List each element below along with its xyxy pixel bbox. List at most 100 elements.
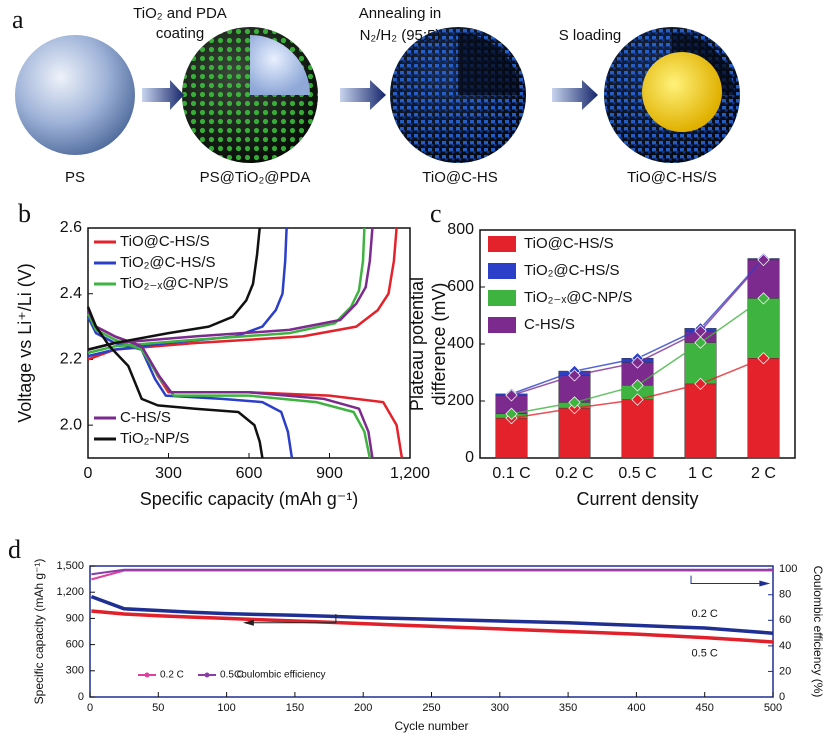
y-tick-label: 0: [465, 449, 474, 466]
x-axis-label: Cycle number: [394, 719, 468, 733]
x-tick-label: 250: [422, 702, 440, 714]
y2-tick-label: 20: [779, 665, 791, 677]
data-line: [91, 609, 774, 644]
marker: [631, 393, 644, 406]
data-line: [91, 568, 773, 576]
x-tick-label: 1 C: [688, 465, 713, 482]
legend-label: C-HS/S: [120, 409, 171, 426]
y2-tick-label: 80: [779, 589, 791, 601]
marker: [757, 352, 770, 365]
legend-marker: [204, 672, 210, 678]
y-tick-label: 2.6: [60, 219, 82, 236]
legend-label: 0.5 C: [220, 670, 244, 681]
step-label: N₂/H₂ (95:5): [360, 27, 441, 44]
y-axis-label: difference (mV): [429, 283, 449, 406]
marker: [631, 356, 644, 369]
x-tick-label: 450: [696, 702, 714, 714]
bar: [747, 358, 780, 459]
x-tick-label: 300: [491, 702, 509, 714]
data-line: [86, 227, 374, 459]
marker: [631, 379, 644, 392]
y-tick-label: 600: [66, 639, 84, 651]
legend-swatch: [488, 290, 516, 306]
panel-label: a: [12, 5, 24, 34]
data-line: [86, 227, 264, 459]
series-annotation: 0.2 C: [692, 608, 718, 620]
marker: [505, 407, 518, 420]
legend-label: TiO₂@C-HS/S: [120, 254, 216, 271]
y-tick-label: 400: [447, 335, 474, 352]
legend-marker: [144, 672, 150, 678]
legend-swatch: [488, 236, 516, 252]
legend-label: TiO₂₋ₓ@C-NP/S: [524, 289, 632, 306]
y-tick-label: 2.0: [60, 416, 82, 433]
bar: [558, 407, 591, 459]
y2-axis-label: Coulombic efficiency (%): [811, 566, 825, 698]
stage-label: TiO@C-HS/S: [627, 169, 717, 186]
bar: [621, 399, 654, 459]
bar: [684, 383, 717, 459]
x-tick-label: 2 C: [751, 465, 776, 482]
legend-swatch: [488, 317, 516, 333]
x-tick-label: 0.1 C: [492, 465, 530, 482]
legend-label: TiO₂@C-HS/S: [524, 262, 620, 279]
arrow: [253, 614, 337, 624]
data-line: [91, 569, 773, 581]
legend-label: TiO₂-NP/S: [120, 430, 189, 447]
x-tick-label: 0.5 C: [618, 465, 656, 482]
x-tick-label: 100: [217, 702, 235, 714]
data-line: [86, 227, 372, 459]
sulfur-core: [642, 52, 722, 132]
x-tick-label: 150: [286, 702, 304, 714]
step-label: Annealing in: [359, 5, 442, 22]
plot-frame: [89, 565, 774, 698]
y2-tick-label: 0: [779, 691, 785, 703]
x-axis-label: Specific capacity (mAh g⁻¹): [140, 489, 359, 509]
marker: [694, 336, 707, 349]
y-tick-label: 300: [66, 665, 84, 677]
y-tick-label: 0: [78, 691, 84, 703]
schematic: a TiO₂ and PDA coating Annealing in N₂/H…: [12, 5, 740, 186]
arrow-head: [759, 580, 771, 587]
y-axis-label: Specific capacity (mAh g⁻¹): [32, 559, 46, 705]
legend-label: TiO@C-HS/S: [120, 233, 210, 250]
series-annotation: 0.5 C: [692, 648, 718, 660]
marker: [568, 369, 581, 382]
x-tick-label: 400: [627, 702, 645, 714]
y-tick-label: 2.2: [60, 351, 82, 368]
marker: [757, 292, 770, 305]
x-tick-label: 500: [764, 702, 782, 714]
panel-label: d: [8, 535, 21, 564]
panel-label: b: [18, 199, 31, 228]
x-axis-label: Current density: [576, 489, 698, 509]
marker: [568, 396, 581, 409]
x-tick-label: 1,200: [390, 465, 430, 482]
y2-tick-label: 40: [779, 640, 791, 652]
x-tick-label: 0: [84, 465, 93, 482]
stage-label: PS: [65, 169, 85, 186]
x-tick-label: 50: [152, 702, 164, 714]
marker: [757, 253, 770, 267]
y-tick-label: 1,500: [56, 560, 84, 572]
x-tick-label: 600: [236, 465, 263, 482]
y-tick-label: 800: [447, 221, 474, 238]
marker: [694, 377, 707, 391]
y2-tick-label: 60: [779, 614, 791, 626]
y-tick-label: 900: [66, 612, 84, 624]
y-tick-label: 1,200: [56, 586, 84, 598]
y-tick-label: 200: [447, 392, 474, 409]
arrow: [340, 80, 386, 110]
y-tick-label: 2.4: [60, 285, 82, 302]
x-tick-label: 900: [316, 465, 343, 482]
bar: [495, 417, 528, 459]
step-label: coating: [156, 25, 204, 42]
x-tick-label: 0.2 C: [555, 465, 593, 482]
cutaway: [250, 35, 310, 95]
cutaway: [458, 33, 520, 95]
x-tick-label: 0: [87, 702, 93, 714]
stage-label: PS@TiO₂@PDA: [200, 169, 311, 186]
arrow: [552, 80, 598, 110]
y-axis-label: Voltage vs Li⁺/Li (V): [15, 263, 35, 423]
panel-label: c: [430, 199, 442, 228]
